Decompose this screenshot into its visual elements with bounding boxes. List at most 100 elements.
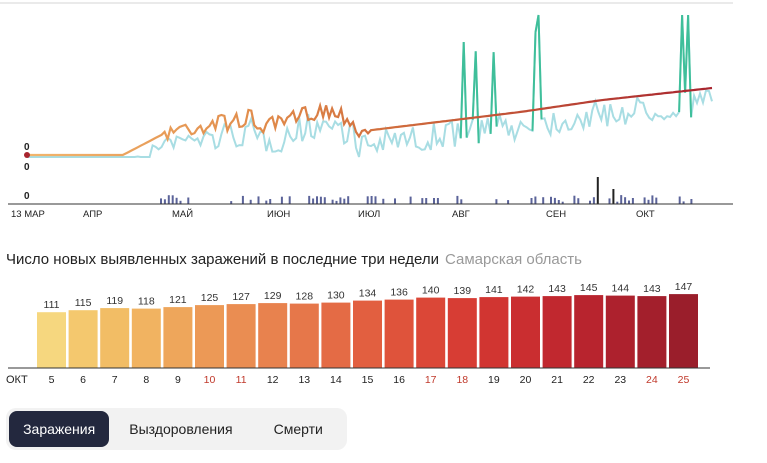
mini-bar (651, 195, 654, 204)
zero-label-3: 0 (24, 191, 30, 202)
tab-infections[interactable]: Заражения (9, 411, 110, 447)
mini-bar (171, 195, 174, 204)
spike-line (459, 14, 693, 144)
mini-bar (577, 198, 580, 204)
mini-bar (690, 199, 693, 204)
mini-bar (280, 196, 283, 204)
mini-bar (249, 199, 252, 204)
bar (511, 296, 540, 368)
day-label: 16 (393, 374, 405, 386)
mini-bar (265, 200, 268, 204)
mini-bar (678, 196, 681, 204)
month-label: СЕН (546, 209, 566, 220)
bar-value-label: 136 (390, 287, 408, 299)
mini-bar (628, 200, 630, 204)
day-label: 20 (520, 374, 532, 386)
mini-bar (433, 198, 435, 204)
day-label: 8 (143, 374, 149, 386)
bar (447, 298, 477, 368)
bar-value-label: 121 (169, 294, 187, 306)
mini-bar (608, 198, 611, 204)
mini-bar (631, 198, 634, 204)
day-label: 13 (298, 374, 310, 386)
mini-bar (366, 196, 369, 204)
tab-deaths[interactable]: Смерти (273, 421, 323, 437)
day-label: 21 (551, 374, 563, 386)
mini-bar (550, 196, 552, 204)
mini-bar (553, 197, 556, 204)
mini-bar (339, 197, 342, 204)
mini-bar (495, 199, 498, 204)
mini-bar (230, 201, 233, 204)
mini-bar (561, 201, 564, 204)
day-label: 7 (112, 374, 118, 386)
month-label: ИЮЛ (358, 209, 380, 220)
day-label: 10 (204, 374, 216, 386)
mini-bar (269, 199, 272, 204)
zero-label-2: 0 (24, 162, 30, 173)
mini-bar (409, 196, 412, 204)
mini-bar (421, 198, 424, 204)
mini-bar (347, 196, 350, 204)
overview-chart: 0 0 0 13 МАР АПР МАЙ ИЮН ИЮЛ АВГ СЕН ОКТ (0, 2, 733, 220)
mini-bar (343, 198, 346, 204)
tab-recoveries[interactable]: Выздоровления (129, 421, 233, 437)
day-label: 22 (583, 374, 595, 386)
month-label: МАЙ (172, 208, 193, 220)
bar-value-label: 143 (643, 283, 661, 295)
mini-bar (394, 198, 396, 204)
bar (289, 303, 319, 368)
zero-label-1: 0 (24, 142, 30, 153)
mini-bar (542, 197, 545, 204)
mini-bar (436, 198, 439, 204)
day-labels-group: 5 6 7 8 9 10 11 12 13 14 15 16 17 18 19 20 21 22 23 24 25 (49, 374, 690, 386)
bar-value-label: 144 (612, 283, 630, 295)
bar (479, 297, 509, 368)
day-label: 6 (80, 374, 86, 386)
recent-cases-bar-chart: 111 115 119 118 121 125 127 129 128 130 134 136 140 1… (6, 281, 710, 386)
bar (637, 296, 667, 368)
bar (226, 304, 256, 368)
bar-value-label: 140 (422, 285, 440, 297)
bar (321, 302, 351, 368)
metric-tabs: Заражения Выздоровления Смерти (6, 408, 347, 450)
mini-bar (616, 201, 619, 204)
bars-group: 111 115 119 118 121 125 127 129 128 130 134 136 140 1… (37, 281, 698, 368)
start-dot (24, 152, 30, 158)
bar (542, 296, 572, 368)
month-label: ОКТ (636, 209, 655, 220)
bar (605, 295, 635, 368)
month-label: АВГ (452, 209, 470, 220)
mini-bar (370, 196, 373, 204)
day-label: 12 (267, 374, 279, 386)
month-label: ОКТ (6, 374, 28, 386)
mini-bar (319, 196, 322, 204)
mini-bar (288, 196, 291, 204)
day-label: 11 (236, 374, 247, 386)
mini-bar (507, 200, 510, 204)
mini-bar (187, 197, 190, 204)
month-label: ИЮН (267, 209, 290, 220)
bar (574, 295, 604, 368)
mini-bar (573, 195, 576, 204)
bar-value-label: 145 (580, 282, 598, 294)
day-label: 25 (678, 374, 690, 386)
mini-bar (331, 199, 334, 204)
mini-bars-group (160, 177, 693, 204)
bar (131, 308, 161, 368)
bar-value-label: 115 (75, 297, 92, 309)
bar (195, 305, 224, 368)
mini-bar (534, 196, 537, 204)
bar-value-label: 111 (44, 299, 60, 311)
mini-bar (374, 196, 377, 204)
bar-value-label: 130 (327, 290, 345, 302)
bar (416, 297, 446, 368)
day-label: 14 (330, 374, 342, 386)
bar (258, 303, 288, 368)
mini-bar (612, 189, 615, 204)
day-label: 19 (488, 374, 500, 386)
bar-value-label: 134 (359, 288, 377, 300)
chart-title: Число новых выявленных заражений в после… (6, 251, 440, 268)
mini-bar (647, 199, 650, 204)
mini-bar (312, 198, 315, 204)
